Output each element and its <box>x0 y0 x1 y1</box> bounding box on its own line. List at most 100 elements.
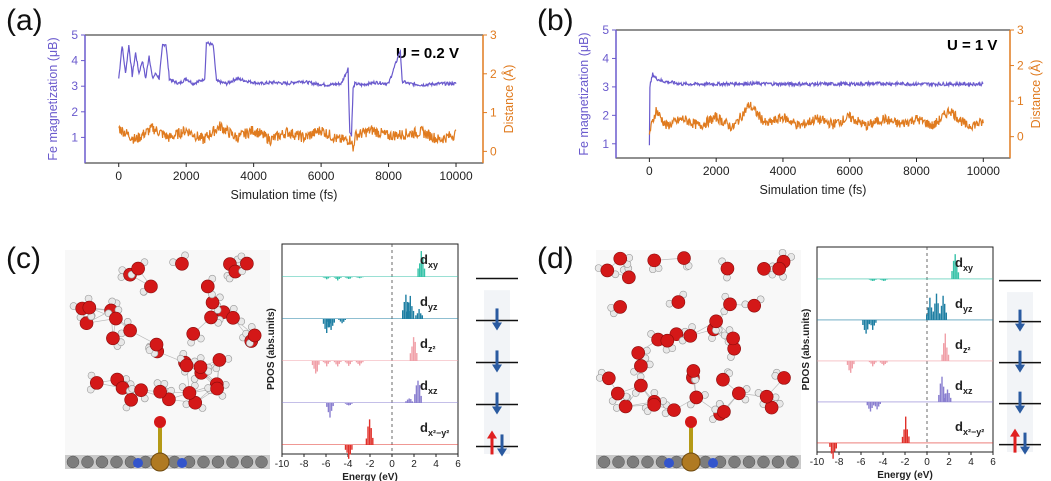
oxygen-atom <box>240 256 254 271</box>
molecular-structure-c <box>65 250 270 472</box>
pdos-peak-dxz <box>330 402 333 411</box>
pdos-peak-dyz <box>942 295 944 320</box>
pdos-peak-dx2-y2 <box>835 442 837 449</box>
oxygen-atom <box>613 300 627 314</box>
pdos-peak-dz2 <box>313 360 315 369</box>
spin-down-arrowhead <box>492 364 502 373</box>
pdos-peak-dxz <box>417 380 419 403</box>
x-axis-title: Simulation time (fs) <box>760 183 867 197</box>
pdos-peak-dyz <box>411 306 413 319</box>
pdos-peak-dxz <box>938 394 940 402</box>
pdos-peak-dz2 <box>355 360 358 363</box>
orbital-label-dx2-y2: dx²−y² <box>955 419 984 437</box>
pdos-peak-dxz <box>408 398 410 403</box>
oxygen-atom <box>212 353 227 367</box>
pdos-peak-dz2 <box>848 360 850 371</box>
chart-a-magnetization-distance: 0 2000 4000 6000 8000 10000 1 2 3 4 5 0 1 2 3 Simulatio… <box>46 28 516 202</box>
x-tick-label: 6 <box>455 459 461 470</box>
pdos-peak-dyz <box>868 319 871 324</box>
pdos-peak-dxy <box>329 276 331 278</box>
spin-down-arrowhead <box>1015 405 1025 414</box>
x-tick-label: -6 <box>322 459 331 470</box>
oxygen-atom <box>660 333 675 348</box>
pdos-peak-dxy <box>357 276 359 278</box>
pdos-peak-dyz <box>327 318 329 322</box>
carbon-atom <box>95 455 109 469</box>
y-tick-label: 5 <box>71 28 78 42</box>
x-axis-title: Simulation time (fs) <box>231 188 338 202</box>
pdos-peak-dyz <box>872 319 874 330</box>
pdos-peak-dyz <box>324 318 326 329</box>
oxygen-atom <box>634 359 648 373</box>
spin-down-arrowhead <box>1020 446 1030 455</box>
oxygen-atom <box>772 261 786 276</box>
orbital-label-dxy: dxy <box>420 252 438 270</box>
pdos-peak-dxz <box>344 402 347 404</box>
oxygen-atom <box>613 251 628 266</box>
y2-axis-title: Distance (Å) <box>1028 60 1043 129</box>
orbital-label-dz2: dz² <box>420 336 435 354</box>
pdos-peak-dxz <box>351 402 353 404</box>
oxygen-atom <box>200 279 215 294</box>
pdos-peak-dyz <box>341 318 343 324</box>
pdos-peak-dyz <box>415 315 417 319</box>
pdos-peak-dyz <box>403 301 405 319</box>
x-tick-label: 2 <box>411 459 417 470</box>
pdos-peak-dyz <box>328 318 331 328</box>
oxygen-atom <box>162 392 176 407</box>
x-tick-label: 2000 <box>703 164 730 178</box>
pdos-peak-dx2-y2 <box>346 444 348 453</box>
oxygen-atom <box>123 323 137 338</box>
oxygen-atom <box>717 404 731 419</box>
pdos-peak-dyz <box>945 312 947 320</box>
x-tick-label: 8000 <box>903 164 930 178</box>
pdos-peak-dz2 <box>879 360 882 363</box>
pdos-peak-dxz <box>948 393 950 402</box>
pdos-peak-dz2 <box>875 360 877 363</box>
carbon-atom <box>240 455 254 469</box>
pdos-peak-dz2 <box>315 360 317 374</box>
pdos-peak-dxy <box>355 276 358 278</box>
pdos-peak-dxy <box>351 276 353 278</box>
oxygen-atom <box>634 378 648 393</box>
oxygen-atom <box>709 314 723 329</box>
pdos-peak-dxy <box>324 276 326 279</box>
spin-down-arrowhead <box>1015 323 1025 332</box>
y-axis-title: Fe magnetization (μB) <box>46 37 60 160</box>
oxygen-atom <box>723 297 737 312</box>
pdos-peak-dz2 <box>881 360 883 364</box>
panel-label-b: (b) <box>537 4 574 37</box>
pdos-peak-dxz <box>405 401 407 403</box>
pdos-peak-dyz <box>939 314 941 320</box>
pdos-peak-dxz <box>869 401 872 412</box>
pdos-peak-dx2-y2 <box>830 442 833 454</box>
pdos-peak-dxy <box>359 276 361 279</box>
carbon-atom <box>110 455 123 469</box>
y2-tick-label: 1 <box>1017 94 1024 108</box>
pdos-peak-dxy <box>348 276 350 279</box>
x-axis-title: Energy (eV) <box>877 470 933 481</box>
y-tick-label: 4 <box>602 51 609 65</box>
x-tick-label: -8 <box>300 459 309 470</box>
y2-tick-label: 0 <box>490 144 497 158</box>
oxygen-atom <box>610 386 625 401</box>
oxygen-atom <box>720 261 735 276</box>
pdos-peak-dxy <box>337 276 339 281</box>
spin-down-arrowhead <box>497 448 507 457</box>
pdos-peak-dyz <box>409 295 411 319</box>
pdos-peak-dz2 <box>872 360 874 367</box>
pdos-peak-dz2 <box>886 360 888 363</box>
pdos-peak-dxz <box>941 376 943 402</box>
pdos-peak-dxz <box>420 395 422 403</box>
nitrogen-atom <box>664 458 674 468</box>
x-tick-label: 0 <box>646 164 653 178</box>
oxygen-atom <box>226 310 240 325</box>
oxygen-atom <box>671 295 686 309</box>
axial-oxygen-atom <box>685 416 697 428</box>
pdos-peak-dz2 <box>333 360 336 363</box>
pdos-peak-dz2 <box>338 360 340 364</box>
pdos-peak-dz2 <box>348 360 350 366</box>
pdos-peak-dz2 <box>316 360 318 372</box>
pdos-peak-dz2 <box>337 360 339 367</box>
x-tick-label: 0 <box>115 169 122 183</box>
